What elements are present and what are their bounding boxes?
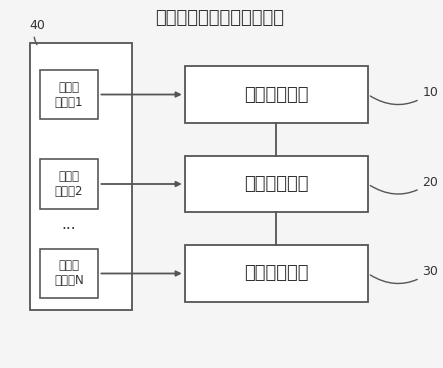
- Text: 定位监控模块: 定位监控模块: [244, 85, 308, 103]
- Text: 10: 10: [370, 86, 439, 105]
- Text: 物料搬运设备调度控制系统: 物料搬运设备调度控制系统: [155, 9, 284, 27]
- Text: 物料搬
运设备N: 物料搬 运设备N: [54, 259, 84, 287]
- Text: 20: 20: [370, 176, 439, 194]
- Bar: [39, 249, 98, 298]
- Text: 30: 30: [370, 265, 439, 283]
- Bar: [39, 70, 98, 119]
- Text: ...: ...: [62, 217, 76, 232]
- Bar: [185, 156, 368, 212]
- Bar: [30, 43, 132, 310]
- Text: 运行控制模块: 运行控制模块: [244, 265, 308, 283]
- Text: 40: 40: [30, 19, 46, 45]
- Bar: [39, 159, 98, 209]
- Bar: [185, 245, 368, 302]
- Text: 物料搬
运设备1: 物料搬 运设备1: [55, 81, 83, 109]
- Bar: [185, 66, 368, 123]
- Text: 物料搬
运设备2: 物料搬 运设备2: [55, 170, 83, 198]
- Text: 任务管理模块: 任务管理模块: [244, 175, 308, 193]
